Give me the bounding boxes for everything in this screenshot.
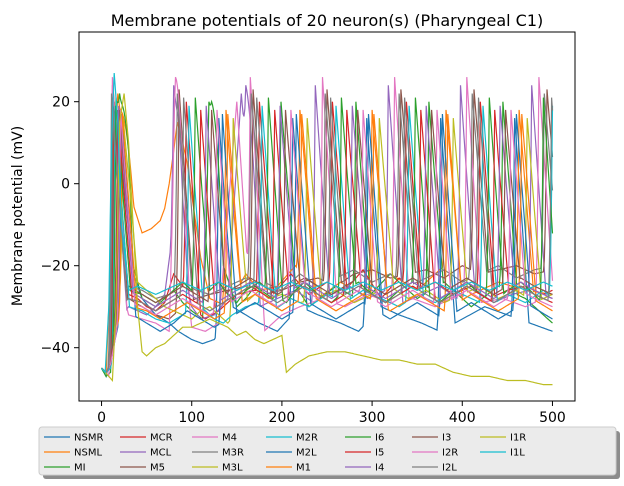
legend-label: I2R <box>442 448 458 459</box>
legend-box <box>38 426 617 476</box>
legend-label: MI <box>74 463 86 474</box>
y-tick-label: 20 <box>52 95 70 111</box>
x-axis: 0 100 200 300 400 500 <box>97 401 566 426</box>
legend-label: I4 <box>375 463 384 474</box>
series-line-nsmr <box>100 118 553 379</box>
legend-label: M3R <box>222 448 244 459</box>
y-tick-label: −40 <box>40 341 70 357</box>
legend-label: M2R <box>296 433 318 444</box>
series-line-m1 <box>101 113 553 374</box>
y-tick-label: 0 <box>61 177 70 193</box>
series-layer <box>100 72 554 386</box>
x-tick-label: 400 <box>449 410 476 426</box>
x-tick-label: 100 <box>178 410 205 426</box>
legend-label: M3L <box>222 463 243 474</box>
legend-label: NSMR <box>74 433 103 444</box>
legend-label: M1 <box>296 463 311 474</box>
x-tick-label: 300 <box>359 410 386 426</box>
chart-title: Membrane potentials of 20 neuron(s) (Pha… <box>111 11 544 30</box>
legend-label: M5 <box>150 463 165 474</box>
legend-label: I3 <box>442 433 451 444</box>
legend-label: MCL <box>150 448 172 459</box>
legend-label: I1L <box>510 448 525 459</box>
x-tick-label: 500 <box>539 410 566 426</box>
y-axis: −40 −20 0 20 <box>40 95 79 357</box>
legend-label: M4 <box>222 433 237 444</box>
y-axis-label: Membrane potential (mV) <box>10 126 26 306</box>
legend-label: I1R <box>510 433 526 444</box>
legend-label: NSML <box>74 448 102 459</box>
series-line-i2l <box>101 97 554 374</box>
series-line-i1r <box>101 93 553 386</box>
y-tick-label: −20 <box>40 259 70 275</box>
plot-frame <box>78 31 576 402</box>
series-line-i2r <box>101 109 553 374</box>
series-line-i1l <box>101 72 553 374</box>
series-line-m2l <box>101 113 553 374</box>
x-tick-label: 0 <box>97 410 106 426</box>
x-tick-label: 200 <box>269 410 296 426</box>
legend-label: M2L <box>296 448 317 459</box>
legend-label: MCR <box>150 433 173 444</box>
legend-label: I6 <box>375 433 384 444</box>
legend: NSMR NSML MI MCR MCL M5 M4 M3R M3L M2R M2L M1 I6 I5 I4… <box>38 426 620 479</box>
legend-label: I5 <box>375 448 384 459</box>
legend-label: I2L <box>442 463 457 474</box>
